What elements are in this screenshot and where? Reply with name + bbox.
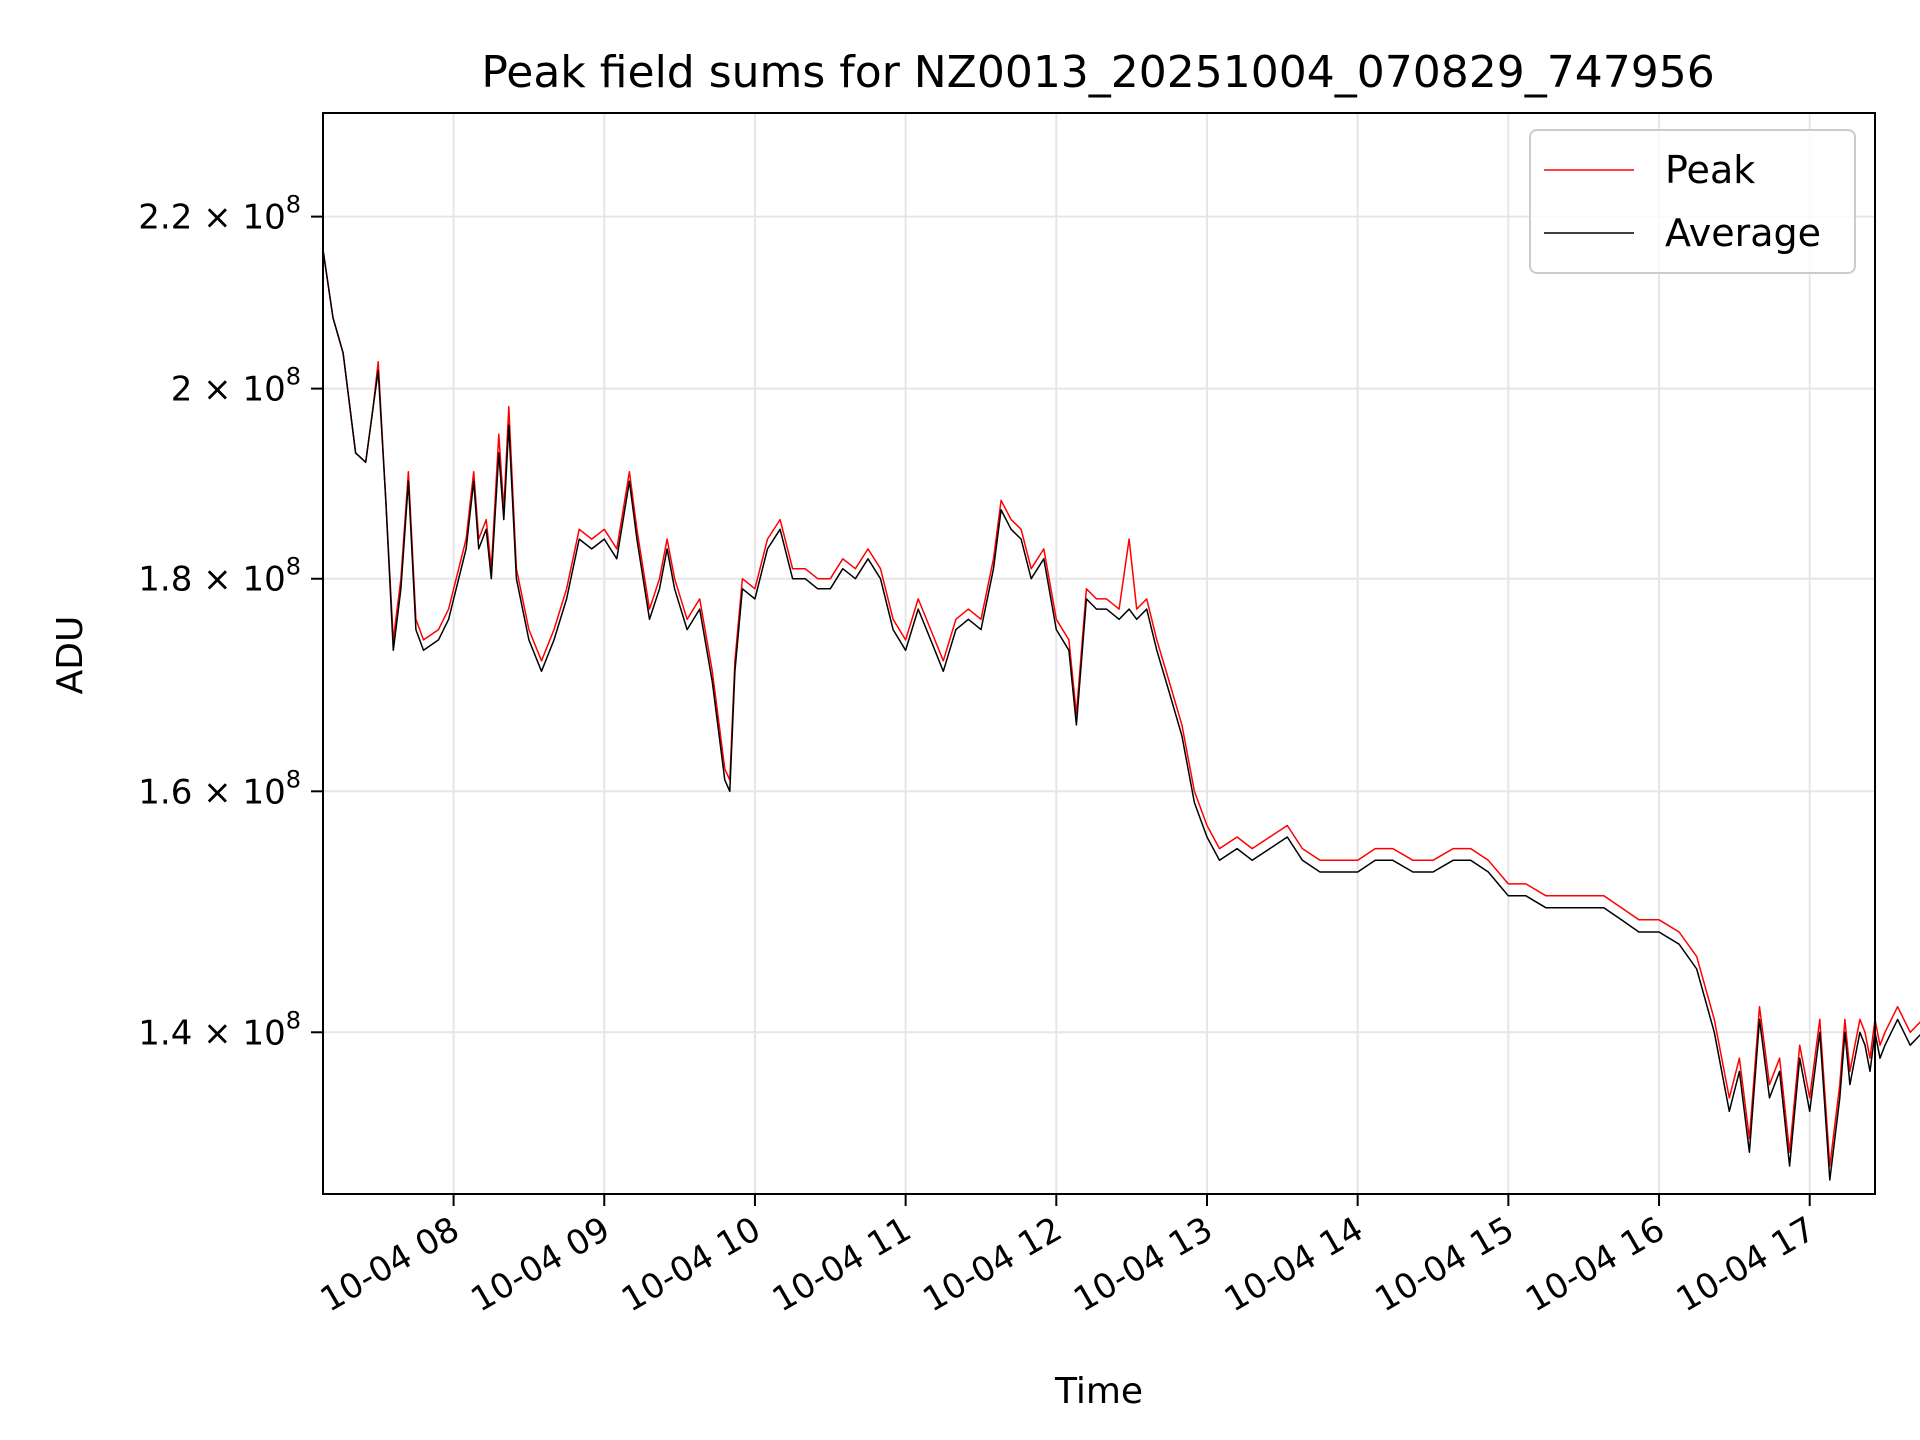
grid xyxy=(323,113,1875,1194)
x-tick-label: 10-04 16 xyxy=(1519,1209,1671,1320)
y-tick-label: 1.4 × 108 xyxy=(138,1006,301,1053)
series-line-average xyxy=(322,249,1920,1181)
x-tick-label: 10-04 15 xyxy=(1368,1209,1520,1320)
x-tick-label: 10-04 10 xyxy=(615,1209,767,1320)
x-tick-label: 10-04 17 xyxy=(1670,1209,1822,1320)
legend-label-average: Average xyxy=(1665,211,1821,255)
y-tick-label: 2.2 × 108 xyxy=(138,191,301,238)
x-tick-label: 10-04 11 xyxy=(766,1209,918,1320)
plot-frame xyxy=(322,112,1876,1195)
y-tick-label: 1.8 × 108 xyxy=(138,553,301,600)
legend-box xyxy=(1529,129,1856,274)
x-axis-label: Time xyxy=(1054,1371,1143,1412)
x-tick-label: 10-04 12 xyxy=(916,1209,1068,1320)
series-layer xyxy=(322,249,1920,1181)
chart-title: Peak field sums for NZ0013_20251004_0708… xyxy=(481,47,1714,98)
y-axis-label: ADU xyxy=(50,616,91,695)
y-axis: 2.2 × 108 2 × 108 1.8 × 108 1.6 × 108 1.4 × … xyxy=(138,191,323,1053)
x-tick-label: 10-04 08 xyxy=(314,1209,466,1320)
x-tick-label: 10-04 14 xyxy=(1218,1209,1370,1320)
y-tick-label: 2 × 108 xyxy=(171,363,301,410)
y-tick-label: 1.6 × 108 xyxy=(138,765,301,812)
x-tick-label: 10-04 13 xyxy=(1067,1209,1219,1320)
legend: Peak Average xyxy=(1529,129,1856,274)
legend-label-peak: Peak xyxy=(1665,148,1755,192)
series-line-peak xyxy=(322,249,1920,1167)
x-tick-label: 10-04 09 xyxy=(464,1209,616,1320)
